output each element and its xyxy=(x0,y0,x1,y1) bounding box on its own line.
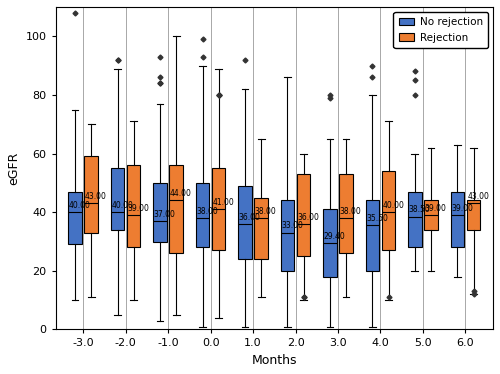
PathPatch shape xyxy=(280,200,294,271)
PathPatch shape xyxy=(254,197,268,259)
PathPatch shape xyxy=(84,156,98,233)
Text: 39.00: 39.00 xyxy=(451,204,473,213)
Text: 40.00: 40.00 xyxy=(382,201,404,210)
Text: 38.00: 38.00 xyxy=(255,207,276,216)
PathPatch shape xyxy=(170,165,183,253)
Text: 38.00: 38.00 xyxy=(340,207,361,216)
Text: 37.00: 37.00 xyxy=(154,210,176,219)
PathPatch shape xyxy=(110,168,124,230)
PathPatch shape xyxy=(366,200,379,271)
PathPatch shape xyxy=(297,174,310,256)
Text: 44.00: 44.00 xyxy=(170,189,192,198)
PathPatch shape xyxy=(153,183,167,242)
PathPatch shape xyxy=(212,168,226,250)
Text: 41.00: 41.00 xyxy=(212,198,234,207)
Text: 40.00: 40.00 xyxy=(111,201,133,210)
Legend: No rejection, Rejection: No rejection, Rejection xyxy=(394,12,488,48)
Y-axis label: eGFR: eGFR xyxy=(7,151,20,185)
Text: 43.00: 43.00 xyxy=(85,192,106,201)
PathPatch shape xyxy=(450,191,464,247)
Text: 36.00: 36.00 xyxy=(238,212,260,221)
PathPatch shape xyxy=(323,209,336,277)
PathPatch shape xyxy=(340,174,353,253)
X-axis label: Months: Months xyxy=(252,354,297,367)
Text: 39.00: 39.00 xyxy=(128,204,149,213)
Text: 29.40: 29.40 xyxy=(324,232,345,241)
Text: 36.00: 36.00 xyxy=(297,212,319,221)
PathPatch shape xyxy=(238,186,252,259)
PathPatch shape xyxy=(68,191,82,245)
PathPatch shape xyxy=(382,171,396,250)
Text: 38.00: 38.00 xyxy=(196,207,218,216)
PathPatch shape xyxy=(408,191,422,247)
PathPatch shape xyxy=(466,200,480,230)
Text: 43.00: 43.00 xyxy=(467,192,489,201)
Text: 39.00: 39.00 xyxy=(424,204,446,213)
PathPatch shape xyxy=(424,200,438,230)
PathPatch shape xyxy=(196,183,209,247)
Text: 35.50: 35.50 xyxy=(366,214,388,223)
Text: 40.00: 40.00 xyxy=(68,201,90,210)
PathPatch shape xyxy=(127,165,140,247)
Text: 38.50: 38.50 xyxy=(408,205,430,214)
Text: 33.00: 33.00 xyxy=(281,221,303,230)
